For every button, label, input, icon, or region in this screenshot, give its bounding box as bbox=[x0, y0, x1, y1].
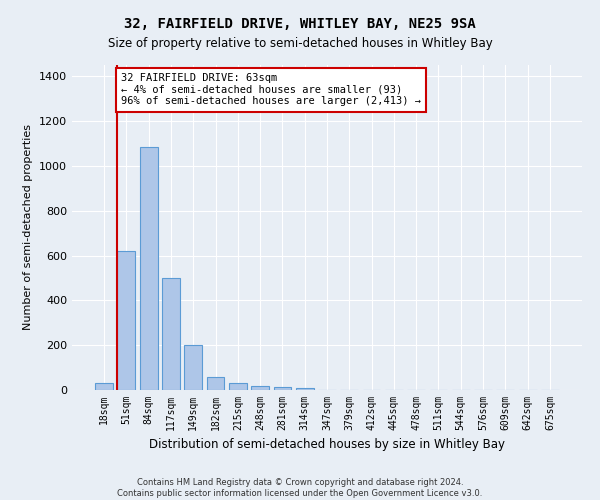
Bar bbox=[162, 278, 180, 390]
Text: 32, FAIRFIELD DRIVE, WHITLEY BAY, NE25 9SA: 32, FAIRFIELD DRIVE, WHITLEY BAY, NE25 9… bbox=[124, 18, 476, 32]
Text: Size of property relative to semi-detached houses in Whitley Bay: Size of property relative to semi-detach… bbox=[107, 38, 493, 51]
Bar bbox=[140, 147, 158, 390]
Y-axis label: Number of semi-detached properties: Number of semi-detached properties bbox=[23, 124, 34, 330]
Bar bbox=[251, 386, 269, 390]
Bar bbox=[274, 386, 292, 390]
Bar bbox=[95, 384, 113, 390]
Text: 32 FAIRFIELD DRIVE: 63sqm
← 4% of semi-detached houses are smaller (93)
96% of s: 32 FAIRFIELD DRIVE: 63sqm ← 4% of semi-d… bbox=[121, 73, 421, 106]
Text: Contains HM Land Registry data © Crown copyright and database right 2024.
Contai: Contains HM Land Registry data © Crown c… bbox=[118, 478, 482, 498]
Bar bbox=[229, 384, 247, 390]
Bar bbox=[206, 376, 224, 390]
Bar bbox=[184, 345, 202, 390]
Bar bbox=[118, 251, 136, 390]
Bar bbox=[296, 388, 314, 390]
X-axis label: Distribution of semi-detached houses by size in Whitley Bay: Distribution of semi-detached houses by … bbox=[149, 438, 505, 452]
